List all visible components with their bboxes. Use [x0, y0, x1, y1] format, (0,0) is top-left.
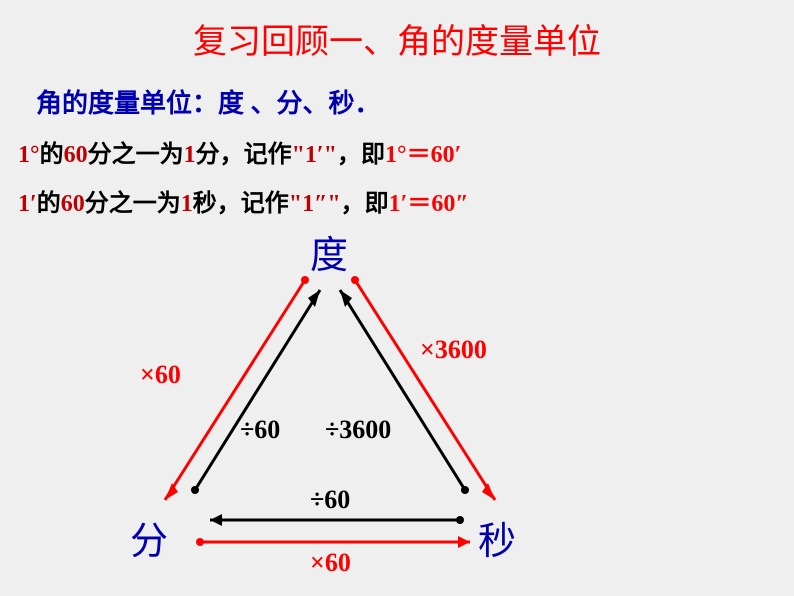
text: 的	[37, 191, 61, 217]
text: 1′	[18, 191, 37, 217]
vertex-miao: 秒	[478, 510, 516, 565]
text: 1	[184, 142, 196, 168]
equation: 1′＝60″	[389, 191, 469, 217]
text: 60	[64, 142, 88, 168]
text: ，即	[337, 142, 385, 168]
triangle-diagram: 度 分 秒 ×60 ×3600 ×60 ÷60 ÷3600 ÷60	[110, 230, 570, 590]
label-x60-left: ×60	[140, 360, 181, 390]
text: "1″"	[289, 191, 341, 217]
subtitle: 角的度量单位：度 、分、秒．	[0, 63, 794, 120]
label-x60-bottom: ×60	[310, 548, 351, 578]
text: 分，记作	[196, 142, 292, 168]
text: 秒，记作	[193, 191, 289, 217]
text: 1°	[18, 142, 40, 168]
text: 分之一为	[85, 191, 181, 217]
label-div60-bottom: ÷60	[310, 485, 350, 515]
text: 1	[181, 191, 193, 217]
label-div60-left: ÷60	[240, 415, 280, 445]
label-div3600: ÷3600	[325, 415, 391, 445]
vertex-du: 度	[310, 224, 348, 279]
text: 分之一为	[88, 142, 184, 168]
text: 的	[40, 142, 64, 168]
definition-line-1: 1°的60分之一为1分，记作"1′"，即1°＝60′	[0, 120, 794, 169]
definition-line-2: 1′的60分之一为1秒，记作"1″"，即1′＝60″	[0, 169, 794, 218]
label-x3600: ×3600	[420, 335, 487, 365]
text: "1′"	[292, 142, 337, 168]
page-title: 复习回顾一、角的度量单位	[0, 0, 794, 63]
vertex-fen: 分	[130, 510, 168, 565]
text: 60	[61, 191, 85, 217]
text: ，即	[341, 191, 389, 217]
equation: 1°＝60′	[385, 142, 461, 168]
